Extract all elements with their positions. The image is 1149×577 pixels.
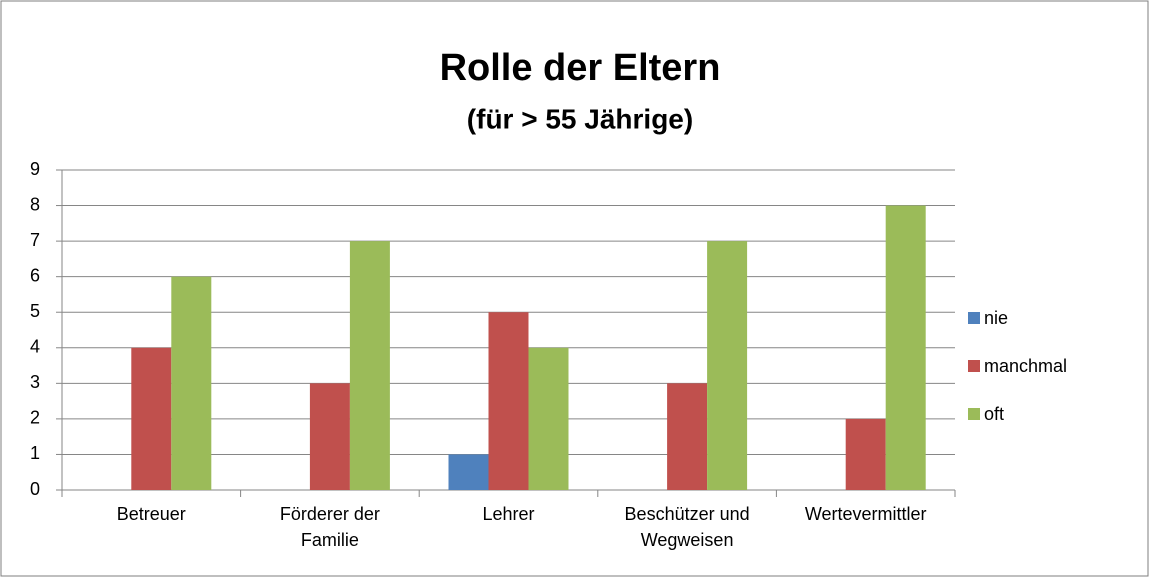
chart-subtitle: (für > 55 Jährige) [467, 103, 693, 134]
x-tick-label-box: Betreuer [116, 504, 186, 524]
y-tick-label: 5 [30, 301, 40, 321]
chart-title: Rolle der Eltern [440, 47, 721, 89]
bar [171, 276, 212, 490]
legend-label: manchmal [984, 356, 1067, 376]
y-tick-label: 4 [30, 337, 40, 357]
x-tick-label: Betreuer [116, 504, 186, 524]
legend-swatch [968, 312, 980, 324]
bar [349, 241, 390, 490]
x-tick-label-box: Förderer der Familie [279, 504, 380, 550]
y-tick-label: 8 [30, 194, 40, 214]
bar [707, 241, 748, 490]
legend-label: nie [984, 308, 1008, 328]
legend-label: oft [984, 404, 1004, 424]
x-tick-label-box: Beschützer und Wegweisen [624, 504, 750, 550]
bar [488, 312, 529, 490]
bar [528, 347, 569, 490]
x-tick-label: Förderer der Familie [279, 504, 380, 550]
bar [309, 383, 350, 490]
bar [885, 205, 926, 491]
legend-swatch [968, 408, 980, 420]
legend-swatch [968, 360, 980, 372]
x-tick-label: Lehrer [482, 504, 535, 524]
bar [845, 418, 886, 490]
x-tick-label-box: Wertevermittler [804, 504, 927, 524]
y-tick-label: 2 [30, 408, 40, 428]
y-tick-label: 0 [30, 479, 40, 499]
x-tick-label: Beschützer und Wegweisen [624, 504, 750, 550]
bar [131, 347, 172, 490]
y-tick-label: 1 [30, 443, 40, 463]
y-tick-label: 9 [30, 159, 40, 179]
bar [667, 383, 708, 490]
y-tick-label: 6 [30, 265, 40, 285]
x-tick-label: Wertevermittler [804, 504, 927, 524]
y-tick-label: 7 [30, 230, 40, 250]
x-tick-label-box: Lehrer [482, 504, 535, 524]
bar [448, 454, 489, 490]
y-tick-label: 3 [30, 372, 40, 392]
